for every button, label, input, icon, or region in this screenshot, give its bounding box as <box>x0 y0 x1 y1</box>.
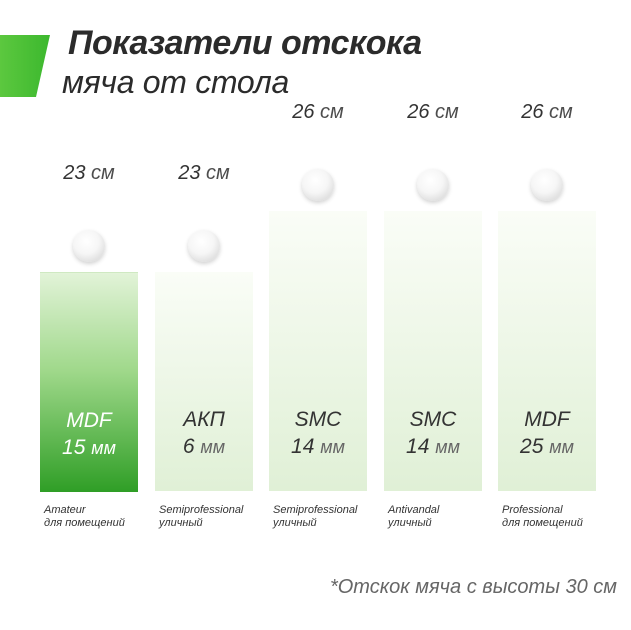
material-label: MDF <box>66 409 112 432</box>
bar: MDF 25 мм <box>498 211 596 491</box>
thickness-value: 15 <box>62 436 92 459</box>
category-sublabel: уличный <box>159 517 203 529</box>
thickness-value: 14 <box>406 435 436 458</box>
category-label: Semiprofessional <box>159 504 244 516</box>
category-label: Semiprofessional <box>273 504 358 516</box>
bar-column: 26 см SMC 14 мм Antivandal уличный <box>384 0 482 560</box>
thickness-label: 15 мм <box>40 436 138 460</box>
bounce-unit: см <box>320 101 344 123</box>
bounce-value-label: 26 см <box>269 101 367 124</box>
chart-subtitle: мяча от стола <box>62 64 289 100</box>
category-sublabel: для помещений <box>44 517 125 529</box>
ball-icon <box>531 169 563 201</box>
thickness-unit: мм <box>91 438 116 458</box>
thickness-value: 25 <box>520 435 550 458</box>
bounce-value-label: 23 см <box>40 162 138 185</box>
category-label: Antivandal <box>388 504 440 516</box>
bounce-value: 26 <box>407 101 436 123</box>
category-sublabel: для помещений <box>502 517 583 529</box>
footnote: *Отскок мяча с высоты 30 см <box>329 576 617 598</box>
bar-column: 26 см MDF 25 мм Professional для помещений <box>498 0 596 560</box>
bounce-value: 23 <box>63 162 92 184</box>
bounce-value-label: 26 см <box>384 101 482 124</box>
bar: SMC 14 мм <box>269 211 367 491</box>
material-label: SMC <box>294 408 342 431</box>
thickness-label: 14 мм <box>384 435 482 459</box>
thickness-unit: мм <box>200 437 226 457</box>
bar-column: 23 см MDF 15 мм Amateur для помещений <box>40 0 138 560</box>
bounce-unit: см <box>206 162 230 184</box>
ball-icon <box>188 230 220 262</box>
thickness-value: 14 <box>291 435 321 458</box>
category-sublabel: уличный <box>388 517 432 529</box>
ball-icon <box>73 230 105 262</box>
bounce-unit: см <box>91 162 115 184</box>
bounce-value: 26 <box>521 101 550 123</box>
bounce-value: 26 <box>292 101 321 123</box>
material-label: АКП <box>183 408 225 431</box>
thickness-unit: мм <box>320 437 345 457</box>
thickness-unit: мм <box>435 437 460 457</box>
bounce-value: 23 <box>178 162 207 184</box>
ball-icon <box>302 169 334 201</box>
bounce-value-label: 26 см <box>498 101 596 124</box>
bar: SMC 14 мм <box>384 211 482 491</box>
thickness-value: 6 <box>182 435 201 458</box>
bounce-unit: см <box>549 101 573 123</box>
thickness-unit: мм <box>549 437 574 457</box>
bounce-unit: см <box>435 101 459 123</box>
category-label: Professional <box>502 504 563 516</box>
material-label: SMC <box>409 408 457 431</box>
bounce-value-label: 23 см <box>155 162 253 185</box>
bar: MDF 15 мм <box>40 272 138 492</box>
thickness-label: 6 мм <box>155 435 253 459</box>
thickness-label: 25 мм <box>498 435 596 459</box>
thickness-label: 14 мм <box>269 435 367 459</box>
bar: АКП 6 мм <box>155 272 253 491</box>
category-label: Amateur <box>44 504 86 516</box>
chart-title: Показатели отскока <box>68 24 422 62</box>
bar-column: 23 см АКП 6 мм Semiprofessional уличный <box>155 0 253 560</box>
category-sublabel: уличный <box>273 517 317 529</box>
material-label: MDF <box>524 408 570 431</box>
ball-icon <box>417 169 449 201</box>
bar-column: 26 см SMC 14 мм Semiprofessional уличный <box>269 0 367 560</box>
